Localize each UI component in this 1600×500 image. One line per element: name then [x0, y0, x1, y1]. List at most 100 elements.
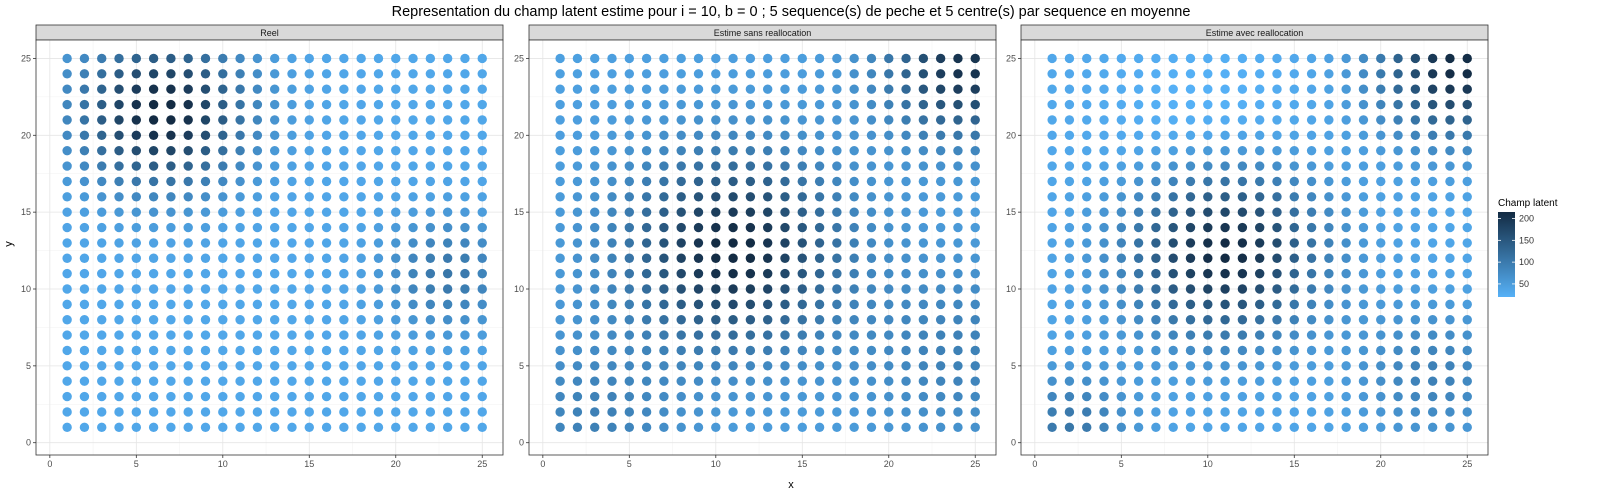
- data-point: [391, 345, 401, 356]
- data-point: [555, 345, 565, 356]
- data-point: [442, 315, 453, 325]
- data-point: [1203, 176, 1213, 187]
- data-point: [97, 115, 107, 125]
- data-point: [373, 345, 384, 356]
- data-point: [745, 284, 756, 294]
- data-point: [477, 315, 487, 325]
- data-point: [1272, 145, 1282, 156]
- data-point: [97, 299, 107, 310]
- data-point: [676, 53, 686, 64]
- data-point: [1254, 176, 1265, 187]
- data-point: [918, 84, 929, 94]
- data-point: [218, 422, 228, 433]
- data-point: [866, 145, 877, 156]
- y-tick-label: 10: [1006, 284, 1016, 294]
- data-point: [1116, 115, 1127, 125]
- data-point: [1306, 361, 1317, 371]
- data-point: [166, 361, 176, 371]
- data-point: [1168, 145, 1178, 156]
- data-point: [218, 253, 228, 263]
- data-point: [339, 161, 349, 171]
- data-point: [1116, 192, 1127, 202]
- data-point: [460, 192, 470, 202]
- y-tick-label: 20: [514, 130, 524, 140]
- data-point: [711, 376, 721, 386]
- data-point: [1427, 130, 1438, 140]
- data-point: [676, 376, 686, 386]
- data-point: [79, 330, 90, 340]
- data-point: [425, 422, 436, 433]
- data-point: [1341, 391, 1351, 402]
- data-point: [425, 222, 436, 233]
- data-point: [1376, 84, 1386, 94]
- x-tick-label: 0: [47, 459, 52, 469]
- data-point: [1203, 238, 1213, 248]
- data-point: [1358, 345, 1369, 356]
- data-point: [62, 299, 72, 310]
- data-point: [166, 391, 176, 402]
- data-point: [1427, 222, 1438, 233]
- data-point: [1099, 345, 1109, 356]
- data-point: [935, 422, 946, 433]
- data-point: [555, 407, 565, 417]
- data-point: [235, 192, 245, 202]
- data-point: [1133, 53, 1144, 64]
- data-point: [1082, 238, 1092, 248]
- data-point: [252, 192, 263, 202]
- data-point: [728, 222, 738, 233]
- data-point: [1237, 361, 1248, 371]
- data-point: [1047, 176, 1057, 187]
- data-point: [1358, 299, 1369, 310]
- x-tick-label: 15: [1289, 459, 1299, 469]
- data-point: [356, 84, 366, 94]
- data-point: [1272, 161, 1282, 171]
- data-point: [1082, 145, 1092, 156]
- data-point: [200, 84, 211, 94]
- data-point: [62, 84, 72, 94]
- data-point: [693, 330, 704, 340]
- data-point: [935, 253, 946, 263]
- data-point: [79, 361, 90, 371]
- data-point: [97, 330, 107, 340]
- data-point: [1082, 345, 1092, 356]
- data-point: [814, 268, 825, 279]
- data-point: [1254, 361, 1265, 371]
- data-point: [953, 238, 963, 248]
- data-point: [1306, 330, 1317, 340]
- data-point: [1393, 345, 1403, 356]
- data-point: [1410, 315, 1421, 325]
- data-point: [1064, 115, 1075, 125]
- data-point: [1324, 99, 1334, 110]
- data-point: [745, 207, 756, 217]
- data-point: [1306, 207, 1317, 217]
- data-point: [849, 376, 859, 386]
- data-point: [590, 99, 600, 110]
- data-point: [555, 161, 565, 171]
- data-point: [901, 222, 911, 233]
- data-point: [321, 391, 332, 402]
- data-point: [935, 53, 946, 64]
- data-point: [442, 53, 453, 64]
- data-point: [1289, 299, 1299, 310]
- data-point: [693, 161, 704, 171]
- data-point: [935, 376, 946, 386]
- data-point: [745, 299, 756, 310]
- data-point: [131, 299, 142, 310]
- data-point: [356, 238, 366, 248]
- data-point: [408, 69, 418, 79]
- data-point: [1393, 315, 1403, 325]
- data-point: [79, 176, 90, 187]
- legend-title: Champ latent: [1498, 198, 1558, 209]
- data-point: [1116, 253, 1127, 263]
- data-point: [1462, 145, 1472, 156]
- data-point: [1133, 391, 1144, 402]
- data-point: [1133, 84, 1144, 94]
- data-point: [555, 192, 565, 202]
- data-point: [460, 69, 470, 79]
- data-point: [1410, 284, 1421, 294]
- data-point: [1254, 330, 1265, 340]
- data-point: [114, 391, 124, 402]
- data-point: [408, 422, 418, 433]
- data-point: [218, 376, 228, 386]
- data-point: [935, 222, 946, 233]
